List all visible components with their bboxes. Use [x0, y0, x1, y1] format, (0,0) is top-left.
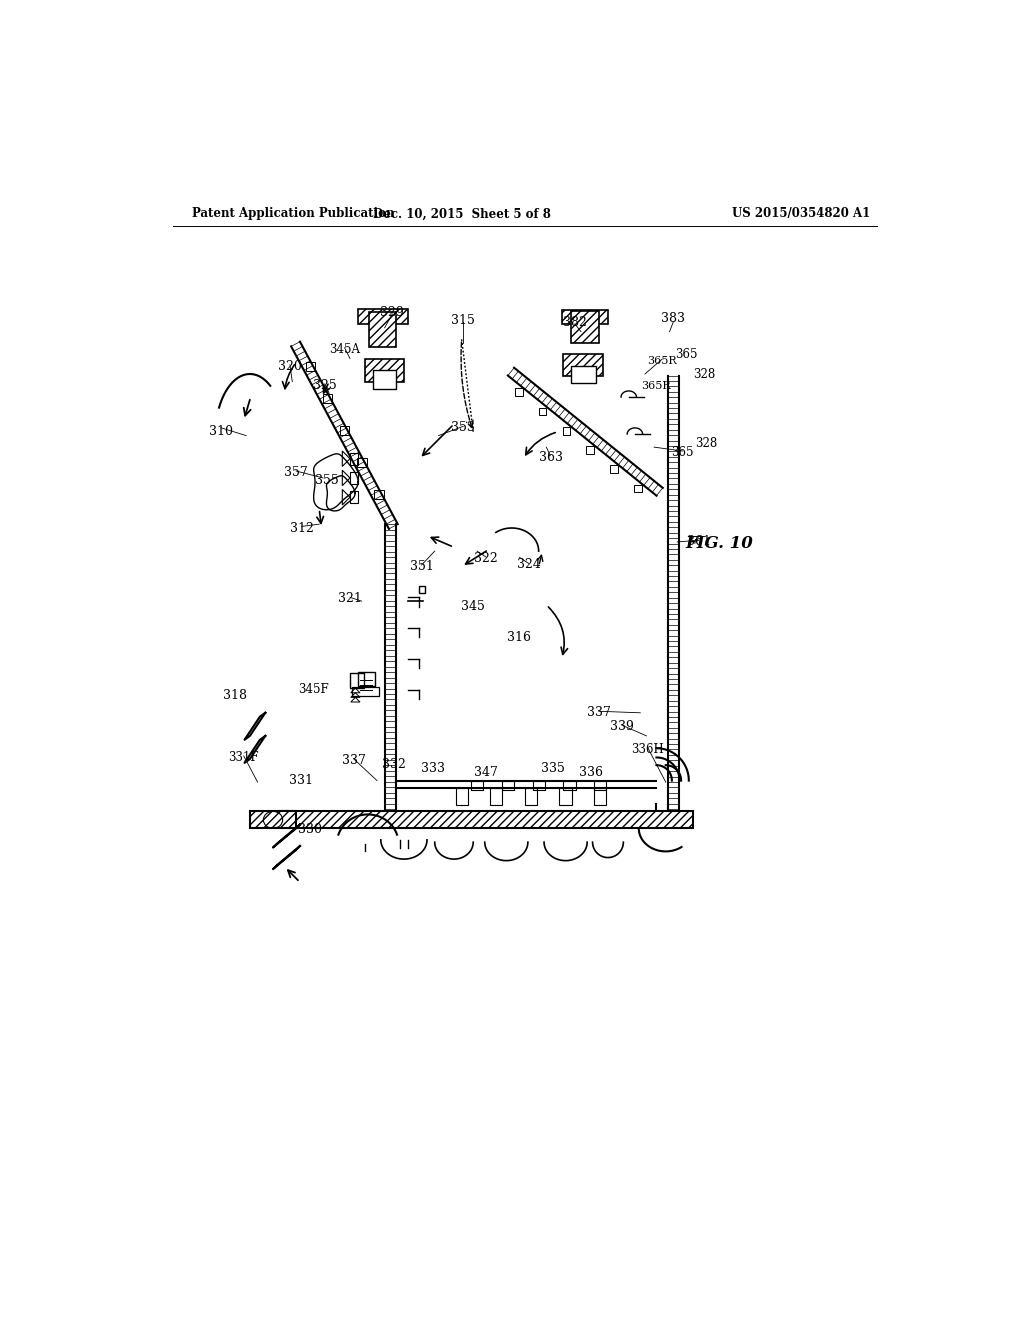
Text: 310: 310 [210, 425, 233, 438]
Text: 351: 351 [410, 560, 433, 573]
Text: 335: 335 [541, 762, 564, 775]
Bar [357, 309, 408, 323]
Text: 365R: 365R [641, 380, 671, 391]
Bar [323, 395, 333, 404]
Bar [563, 354, 603, 376]
Text: FIG. 10: FIG. 10 [685, 535, 753, 552]
Bar [366, 359, 403, 381]
Text: 321: 321 [338, 593, 361, 606]
Bar [562, 426, 570, 434]
Text: 316: 316 [508, 631, 531, 644]
Bar [419, 586, 425, 594]
Text: 345: 345 [461, 601, 485, 612]
Text: 336H: 336H [632, 743, 665, 756]
Text: 318: 318 [222, 689, 247, 702]
Bar [634, 484, 642, 492]
Bar [587, 446, 594, 454]
Text: 357: 357 [285, 466, 308, 479]
Text: 329: 329 [381, 306, 404, 319]
Text: 345A: 345A [329, 343, 360, 356]
Bar [352, 686, 379, 696]
Bar [515, 388, 522, 396]
Polygon shape [250, 812, 296, 829]
Text: 365R: 365R [647, 356, 677, 366]
Text: 337: 337 [342, 754, 366, 767]
Text: 312: 312 [290, 521, 313, 535]
Text: 345F: 345F [298, 684, 329, 696]
Polygon shape [342, 451, 350, 466]
Text: 320: 320 [278, 360, 302, 372]
Text: 347: 347 [474, 767, 499, 779]
Text: 353: 353 [452, 421, 475, 434]
Text: 383: 383 [662, 312, 685, 325]
Bar [524, 788, 538, 805]
Text: Patent Application Publication: Patent Application Publication [193, 207, 394, 220]
Polygon shape [281, 812, 692, 829]
Bar [350, 453, 357, 465]
Bar [490, 788, 503, 805]
Bar [306, 362, 315, 371]
Bar [610, 466, 617, 473]
Text: 330: 330 [298, 824, 322, 837]
Bar [594, 788, 606, 805]
Text: Dec. 10, 2015  Sheet 5 of 8: Dec. 10, 2015 Sheet 5 of 8 [373, 207, 551, 220]
Text: 339: 339 [610, 721, 634, 733]
Text: 331: 331 [290, 774, 313, 787]
Bar [370, 313, 396, 347]
Text: 325: 325 [312, 379, 337, 392]
Bar [373, 370, 396, 389]
Polygon shape [342, 470, 350, 486]
Bar [539, 408, 547, 416]
Text: 355: 355 [315, 474, 339, 487]
Text: 315: 315 [452, 314, 475, 326]
Bar [357, 458, 367, 467]
Text: 365: 365 [675, 348, 697, 362]
Bar [350, 471, 357, 484]
Bar [350, 491, 357, 503]
Bar [350, 673, 364, 688]
Polygon shape [342, 490, 350, 506]
Text: 363: 363 [539, 450, 563, 463]
Bar [559, 788, 571, 805]
Text: 365: 365 [672, 446, 694, 459]
Text: 324: 324 [517, 558, 541, 572]
Text: 333: 333 [421, 762, 445, 775]
Bar [357, 672, 375, 686]
Text: 328: 328 [695, 437, 718, 450]
Bar [375, 490, 384, 499]
Text: 336: 336 [579, 766, 603, 779]
Text: 361: 361 [687, 536, 711, 548]
Text: 382: 382 [563, 315, 587, 329]
Text: 328: 328 [693, 367, 716, 380]
Bar [456, 788, 468, 805]
Text: US 2015/0354820 A1: US 2015/0354820 A1 [731, 207, 869, 220]
Bar [571, 366, 596, 383]
Text: 322: 322 [474, 552, 498, 565]
Bar [571, 312, 599, 343]
Text: 337: 337 [587, 706, 610, 719]
Text: 332: 332 [382, 758, 406, 771]
Bar [340, 426, 349, 436]
Text: 331F: 331F [228, 751, 259, 764]
Bar [562, 310, 608, 323]
